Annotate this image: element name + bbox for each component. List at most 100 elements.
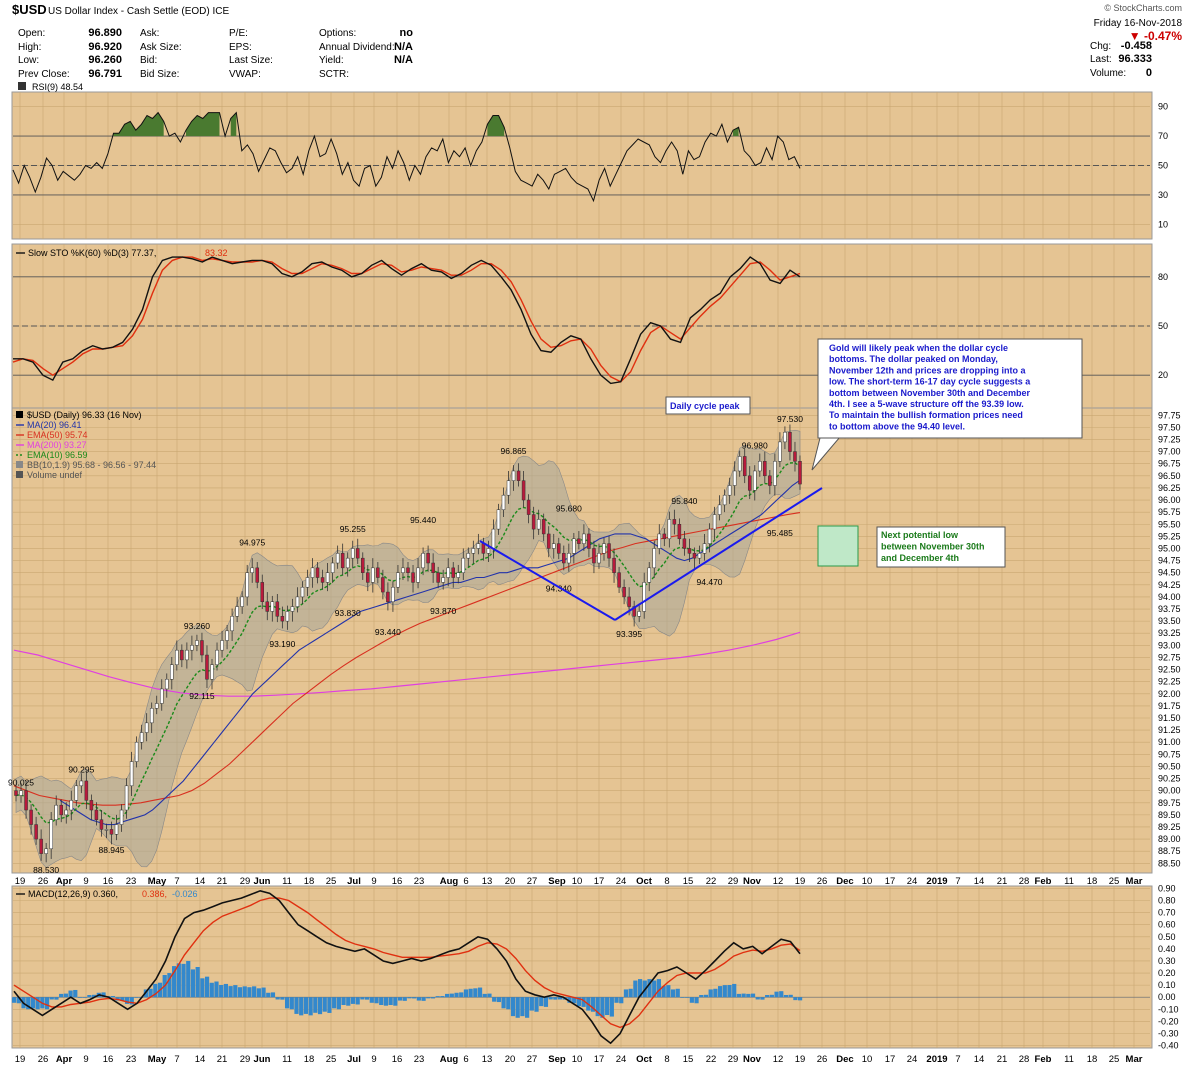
x-tick-label: 11 [282,876,292,887]
macd-histogram-bar [713,988,718,998]
macd-histogram-bar [16,997,21,1004]
candle-body [732,470,737,486]
x-tick-label: 9 [83,876,88,887]
macd-axis-tick-label: 0.20 [1158,968,1176,978]
macd-histogram-bar [783,994,789,998]
macd-histogram-bar [167,973,172,998]
x-tick-label: Oct [636,876,653,887]
quote-value: 96.890 [88,27,122,39]
price-label: 92.115 [189,691,215,701]
macd-histogram-bar [176,963,181,998]
rsi-overbought-area [186,112,220,137]
candle-body [426,553,430,564]
x-tick-label: 12 [773,1054,784,1065]
price-axis-tick-label: 92.25 [1158,677,1181,687]
candle-body [737,456,742,472]
candle-body [255,567,259,583]
price-axis-tick-label: 93.25 [1158,628,1181,638]
macd-histogram-bar [619,997,624,1004]
macd-histogram-bar [694,997,699,1004]
candle-body [366,572,370,583]
candle-body [491,528,496,549]
macd-histogram-bar [609,997,614,1017]
candle-body [758,461,762,472]
price-legend-icon [16,461,23,468]
x-tick-label: Sep [548,876,566,887]
candle-body [185,649,189,661]
candle-body [320,577,325,583]
macd-histogram-bar [275,997,280,1000]
price-axis-tick-label: 97.00 [1158,447,1181,457]
price-label: 95.680 [556,504,582,514]
x-tick-label: 17 [594,1054,605,1065]
x-tick-label: 10 [572,876,583,887]
macd-histogram-bar [256,988,261,998]
price-label: 93.260 [184,621,210,631]
candle-body [486,548,491,554]
macd-histogram-bar [539,997,544,1007]
macd-histogram-bar [120,997,125,1001]
candle-body [476,543,481,549]
candle-body [310,567,315,578]
x-tick-label: Nov [743,1054,762,1065]
candle-body [536,519,541,530]
macd-histogram-bar [148,988,153,998]
quote-label: Last Size: [229,55,273,66]
x-tick-label: 2019 [926,1054,947,1065]
sto-d-line [12,256,801,383]
macd-histogram-bar [332,997,337,1009]
price-label: 93.190 [269,639,295,649]
macd-histogram-bar [322,997,327,1012]
macd-histogram-bar [506,997,511,1010]
cycle-peak-callout [665,396,751,415]
macd-histogram-bar [435,996,440,998]
price-axis-tick-label: 92.00 [1158,689,1181,699]
candle-body [119,809,124,825]
macd-histogram-bar [261,987,266,998]
macd-histogram-bar [468,988,473,998]
candle-body [350,548,355,559]
candle-body [386,591,390,602]
macd-histogram-bar [520,997,525,1017]
sto-legend: Slow STO %K(60) %D(3) 77.37, [28,248,156,258]
next-low-line: between November 30th [881,542,985,552]
macd-histogram-bar [501,997,506,1009]
price-axis-tick-label: 94.75 [1158,556,1181,566]
x-tick-label: Oct [636,1054,653,1065]
x-tick-label: 17 [594,876,605,887]
ma200-line [13,631,801,697]
candle-body [516,470,521,481]
candle-body [190,645,194,651]
price-axis-tick-label: 94.50 [1158,568,1181,578]
candle-body [235,606,239,617]
candle-body [572,538,576,554]
candle-body [139,732,144,743]
x-tick-label: Aug [440,876,459,887]
candle-body [260,582,265,602]
candle-body [521,480,526,501]
price-axis-tick-label: 92.50 [1158,665,1181,675]
x-tick-label: 15 [683,876,694,887]
trendline-down [479,540,616,621]
candle-body [170,664,174,680]
macd-histogram-bar [35,997,40,1010]
price-label: 88.530 [33,865,59,875]
macd-histogram-bar [515,997,520,1018]
candle-body [19,790,23,796]
macd-histogram-bar [421,997,426,1001]
price-axis-tick-label: 89.00 [1158,834,1181,844]
quote-label: P/E: [229,28,248,39]
x-tick-label: Mar [1126,1054,1143,1065]
symbol: $USD [12,2,47,17]
macd-histogram-bar [92,994,97,998]
quote-label: Prev Close: [18,69,70,80]
candle-body [622,586,626,598]
cycle-peak-label: Daily cycle peak [670,401,741,411]
macd-histogram-bar [407,997,412,999]
price-label: 97.530 [777,414,803,424]
rsi-overbought-area [487,115,505,137]
x-tick-label: 21 [997,876,1008,887]
macd-histogram-bar [44,997,50,1010]
x-tick-label: 25 [326,876,337,887]
